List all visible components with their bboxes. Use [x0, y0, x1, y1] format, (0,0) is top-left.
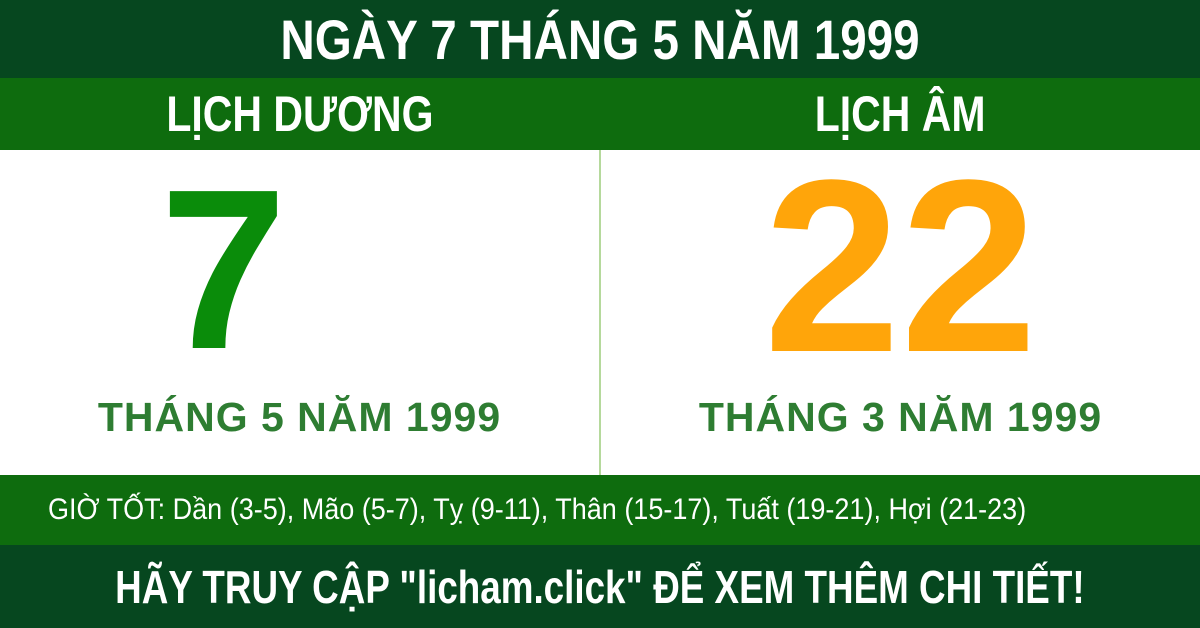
solar-day-number: 7: [160, 143, 287, 397]
footer-cta-bar: HÃY TRUY CẬP "licham.click" ĐỂ XEM THÊM …: [0, 545, 1200, 628]
calendar-type-bar: LỊCH DƯƠNG LỊCH ÂM: [0, 78, 1200, 150]
lunar-day-number: 22: [763, 129, 1038, 404]
panel-divider: [599, 150, 601, 475]
solar-panel: 7 THÁNG 5 NĂM 1999: [0, 150, 599, 475]
tab-solar-calendar: LỊCH DƯƠNG: [0, 78, 600, 150]
tab-lunar-calendar: LỊCH ÂM: [600, 78, 1200, 150]
solar-calendar-label: LỊCH DƯƠNG: [166, 86, 434, 142]
footer-cta-text: HÃY TRUY CẬP "licham.click" ĐỂ XEM THÊM …: [115, 560, 1085, 613]
date-header-title: NGÀY 7 THÁNG 5 NĂM 1999: [280, 7, 920, 71]
lunar-panel: 22 THÁNG 3 NĂM 1999: [601, 144, 1200, 475]
good-hours-text: GIỜ TỐT: Dần (3-5), Mão (5-7), Tỵ (9-11)…: [48, 493, 1027, 526]
solar-month-year-label: THÁNG 5 NĂM 1999: [97, 394, 502, 440]
lunar-month-year-label: THÁNG 3 NĂM 1999: [698, 394, 1103, 440]
date-header: NGÀY 7 THÁNG 5 NĂM 1999: [0, 0, 1200, 78]
lunar-calendar-label: LỊCH ÂM: [814, 86, 986, 142]
good-hours-bar: GIỜ TỐT: Dần (3-5), Mão (5-7), Tỵ (9-11)…: [0, 475, 1200, 545]
calendar-panels: 7 THÁNG 5 NĂM 1999 22 THÁNG 3 NĂM 1999: [0, 144, 1200, 475]
